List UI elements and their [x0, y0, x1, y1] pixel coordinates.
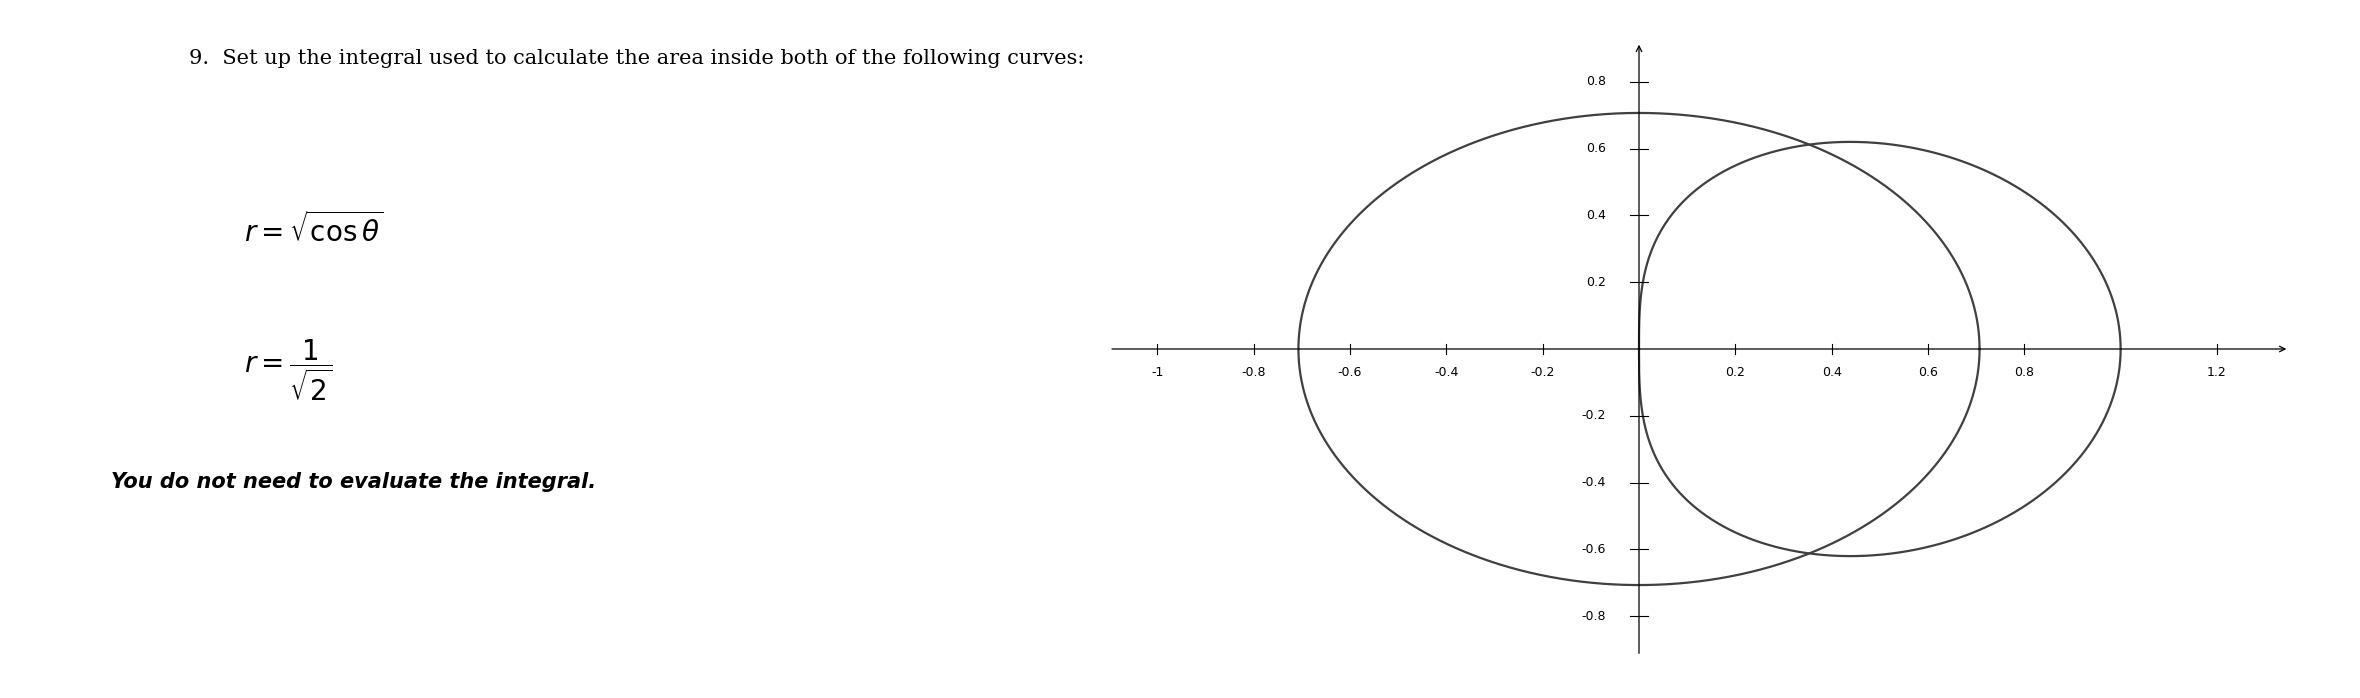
- Text: 1.2: 1.2: [2207, 366, 2228, 379]
- Text: -0.8: -0.8: [1241, 366, 1265, 379]
- Text: $r = \dfrac{1}{\sqrt{2}}$: $r = \dfrac{1}{\sqrt{2}}$: [243, 337, 333, 403]
- Text: 0.4: 0.4: [1822, 366, 1841, 379]
- Text: You do not need to evaluate the integral.: You do not need to evaluate the integral…: [111, 472, 597, 491]
- Text: -0.2: -0.2: [1581, 409, 1605, 422]
- Text: 9.  Set up the integral used to calculate the area inside both of the following : 9. Set up the integral used to calculate…: [189, 49, 1083, 68]
- Text: -0.6: -0.6: [1581, 543, 1605, 556]
- Text: -0.4: -0.4: [1435, 366, 1458, 379]
- Text: 0.6: 0.6: [1919, 366, 1938, 379]
- Text: 0.4: 0.4: [1586, 209, 1605, 222]
- Text: -0.2: -0.2: [1532, 366, 1555, 379]
- Text: 0.8: 0.8: [1586, 75, 1605, 89]
- Text: -0.6: -0.6: [1338, 366, 1362, 379]
- Text: 0.2: 0.2: [1725, 366, 1746, 379]
- Text: 0.8: 0.8: [2015, 366, 2034, 379]
- Text: -1: -1: [1152, 366, 1163, 379]
- Text: 0.2: 0.2: [1586, 276, 1605, 289]
- Text: -0.4: -0.4: [1581, 476, 1605, 489]
- Text: $r = \sqrt{\cos\theta}$: $r = \sqrt{\cos\theta}$: [243, 212, 385, 248]
- Text: -0.8: -0.8: [1581, 609, 1605, 623]
- Text: 0.6: 0.6: [1586, 142, 1605, 155]
